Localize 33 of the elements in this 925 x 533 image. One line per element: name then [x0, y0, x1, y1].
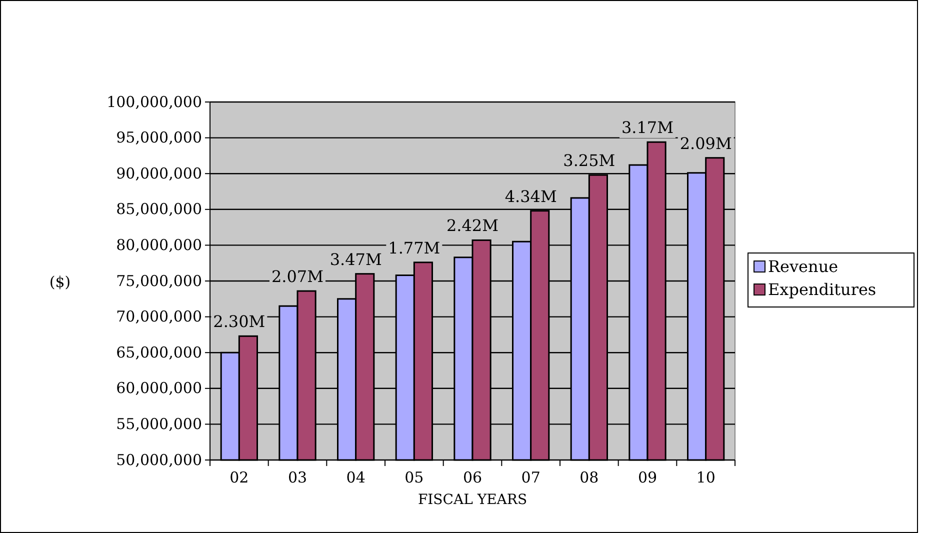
x-tick-label: 05 [404, 468, 424, 486]
y-tick-label: 55,000,000 [116, 415, 202, 433]
y-tick-label: 70,000,000 [116, 308, 202, 326]
y-tick-label: 100,000,000 [106, 92, 202, 111]
x-axis-title: FISCAL YEARS [418, 492, 528, 508]
annotation: 3.17M [621, 118, 674, 138]
y-tick-label: 90,000,000 [116, 164, 202, 182]
x-tick-label: 03 [288, 468, 308, 486]
x-tick-label: 10 [696, 468, 716, 486]
x-tick-label: 02 [230, 468, 249, 486]
y-tick-label: 80,000,000 [116, 236, 202, 254]
x-tick-label: 09 [638, 468, 658, 486]
annotation: 4.34M [504, 186, 557, 206]
y-axis-title: ($) [49, 273, 71, 291]
y-tick-label: 50,000,000 [116, 450, 202, 469]
x-tick-label: 07 [521, 468, 540, 486]
annotation: 3.47M [330, 250, 382, 269]
y-tick-label: 95,000,000 [116, 128, 202, 147]
y-tick-label: 85,000,000 [116, 200, 202, 218]
legend-label: Revenue [768, 257, 838, 276]
annotation: 3.25M [563, 151, 616, 170]
x-tick-label: 08 [580, 468, 599, 486]
annotation: 2.42M [446, 216, 499, 236]
y-tick-label: 75,000,000 [116, 272, 202, 290]
y-tick-label: 65,000,000 [116, 343, 202, 362]
annotation: 2.07M [271, 267, 324, 286]
y-tick-label: 60,000,000 [116, 379, 202, 398]
annotation: 2.30M [213, 312, 266, 332]
legend-label: Expenditures [768, 280, 876, 299]
annotation: 1.77M [388, 238, 440, 258]
x-tick-label: 06 [462, 468, 482, 486]
x-tick-label: 04 [346, 468, 366, 486]
annotation: 2.09M [680, 134, 732, 153]
